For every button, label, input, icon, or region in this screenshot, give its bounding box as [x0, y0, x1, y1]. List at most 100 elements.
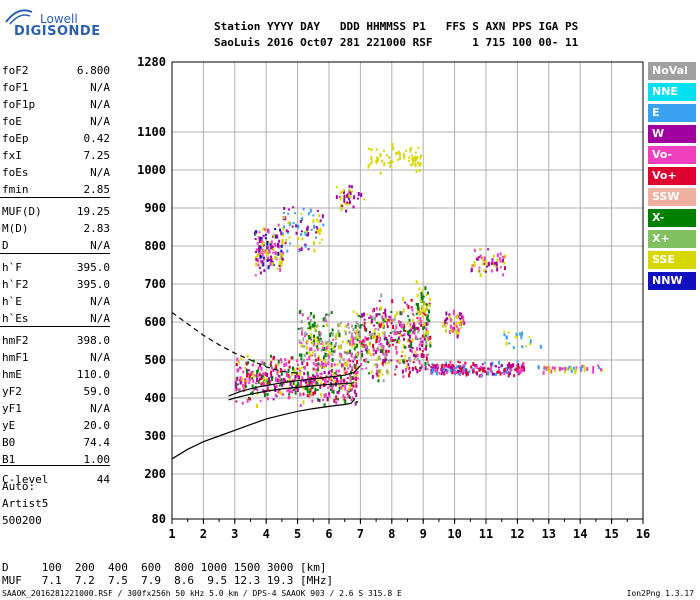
echo-point — [267, 256, 270, 260]
echo-point — [419, 319, 422, 324]
echo-point — [365, 361, 368, 364]
param-name: foF2 — [2, 64, 29, 77]
echo-point — [379, 153, 382, 158]
echo-point — [307, 374, 310, 377]
echo-point — [332, 384, 335, 387]
echo-point — [338, 332, 341, 337]
param-value: 59.0 — [83, 385, 111, 398]
echo-point — [423, 336, 426, 341]
param-value: 398.0 — [76, 334, 110, 347]
echo-point — [385, 318, 388, 322]
echo-point — [384, 320, 387, 323]
echo-point — [282, 234, 285, 237]
echo-point — [335, 396, 338, 400]
echo-point — [329, 376, 332, 381]
echo-point — [279, 370, 282, 373]
echo-point — [502, 256, 505, 259]
profile-curve — [228, 365, 361, 397]
x-tick-label: 7 — [357, 527, 364, 541]
echo-point — [302, 337, 305, 342]
echo-point — [313, 342, 316, 347]
echo-point — [405, 149, 408, 152]
echo-point — [385, 352, 388, 357]
echo-point — [299, 309, 302, 314]
echo-point — [365, 327, 368, 332]
echo-point — [479, 254, 482, 257]
echo-point — [271, 262, 274, 266]
echo-point — [421, 352, 424, 355]
echo-point — [327, 386, 330, 389]
echo-point — [520, 364, 523, 367]
echo-point — [385, 362, 388, 365]
echo-point — [316, 347, 319, 351]
echo-point — [579, 366, 582, 369]
echo-point — [413, 357, 416, 360]
echo-point — [260, 264, 263, 267]
echo-point — [301, 313, 304, 317]
echo-point — [322, 317, 325, 322]
echo-point — [375, 160, 378, 165]
echo-point — [425, 353, 428, 357]
echo-point — [322, 342, 325, 347]
param-value: 1.00 — [83, 453, 111, 466]
echo-point — [379, 336, 382, 341]
echo-point — [298, 339, 301, 344]
echo-point — [317, 355, 320, 358]
echo-point — [515, 367, 518, 372]
echo-point — [281, 257, 284, 261]
echo-point — [365, 357, 368, 362]
echo-point — [278, 261, 281, 266]
echo-point — [522, 366, 525, 370]
echo-point — [455, 370, 458, 374]
echo-point — [599, 368, 602, 372]
param-name: B1 — [2, 453, 16, 466]
echo-point — [236, 376, 239, 381]
y-tick-label: 1000 — [137, 163, 166, 177]
echo-point — [361, 342, 364, 345]
echo-point — [475, 365, 478, 368]
echo-point — [370, 335, 373, 340]
echo-point — [301, 330, 304, 333]
param-name: h`E — [2, 295, 22, 308]
echo-point — [484, 361, 487, 364]
echo-point — [325, 348, 328, 352]
echo-point — [353, 372, 356, 375]
echo-point — [456, 334, 459, 337]
echo-point — [292, 382, 295, 386]
echo-point — [262, 262, 265, 267]
echo-point — [260, 374, 263, 379]
echo-point — [425, 340, 428, 344]
echo-point — [337, 323, 340, 328]
echo-point — [357, 192, 360, 197]
echo-point — [323, 365, 326, 369]
echo-point — [484, 263, 487, 267]
echo-point — [312, 214, 315, 217]
echo-point — [332, 371, 335, 375]
echo-point — [386, 369, 389, 374]
echo-point — [254, 230, 257, 234]
echo-point — [586, 367, 589, 372]
echo-point — [481, 263, 484, 266]
echo-point — [428, 304, 431, 308]
echo-point — [259, 399, 262, 402]
echo-point — [272, 356, 275, 361]
echo-point — [321, 340, 324, 344]
echo-point — [478, 266, 481, 269]
echo-point — [335, 332, 338, 337]
echo-point — [333, 363, 336, 367]
echo-point — [411, 337, 414, 342]
echo-point — [435, 367, 438, 371]
echo-point — [411, 367, 414, 372]
echo-point — [410, 342, 413, 345]
echo-point — [306, 389, 309, 394]
echo-point — [377, 379, 380, 383]
legend-item: Vo- — [648, 146, 696, 164]
echo-point — [456, 315, 459, 319]
echo-point — [373, 363, 376, 366]
echo-point — [331, 350, 334, 353]
echo-point — [413, 331, 416, 335]
echo-point — [288, 375, 291, 378]
echo-point — [419, 340, 422, 344]
echo-point — [312, 314, 315, 319]
echo-point — [422, 353, 425, 358]
